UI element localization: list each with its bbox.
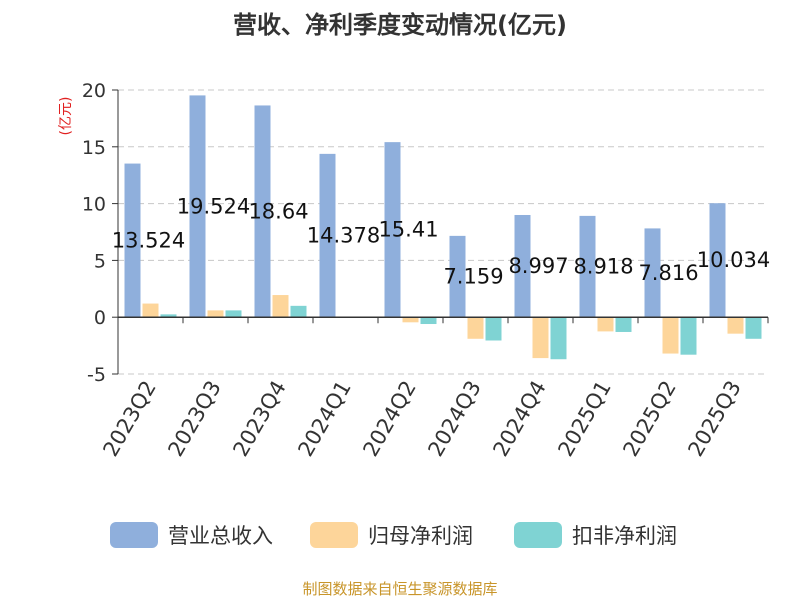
- legend-swatch-归母净利润: [310, 522, 358, 548]
- x-tick-label: 2025Q3: [683, 377, 745, 461]
- legend-label: 归母净利润: [368, 524, 473, 548]
- bar-营业总收入-2025Q1: [579, 215, 596, 318]
- data-label: 13.524: [112, 228, 185, 252]
- x-tick-label: 2025Q1: [553, 377, 615, 461]
- x-tick-label: 2023Q3: [163, 377, 225, 461]
- bar-营业总收入-2023Q2: [124, 163, 141, 318]
- data-label: 8.997: [508, 254, 568, 278]
- bars-layer: [124, 95, 762, 360]
- data-label: 7.159: [443, 265, 503, 289]
- bar-扣非净利润-2023Q2: [160, 314, 177, 318]
- bar-营业总收入-2023Q4: [254, 105, 271, 318]
- bar-归母净利润-2023Q2: [142, 303, 159, 318]
- bar-扣非净利润-2024Q4: [550, 317, 567, 360]
- bar-营业总收入-2024Q3: [449, 235, 466, 318]
- bar-营业总收入-2024Q1: [319, 153, 336, 318]
- bar-扣非净利润-2025Q3: [745, 317, 762, 339]
- bar-营业总收入-2025Q2: [644, 228, 661, 318]
- bar-归母净利润-2023Q4: [272, 295, 289, 318]
- bar-营业总收入-2024Q4: [514, 214, 531, 318]
- legend-label: 扣非净利润: [572, 524, 677, 548]
- bar-归母净利润-2023Q3: [207, 310, 224, 318]
- bar-归母净利润-2024Q2: [402, 317, 419, 323]
- legend: 营业总收入 归母净利润 扣非净利润: [110, 522, 677, 548]
- y-tick-label: 5: [94, 250, 106, 272]
- x-tick-label: 2024Q2: [358, 377, 420, 461]
- data-label: 7.816: [638, 261, 698, 285]
- bar-营业总收入-2023Q3: [189, 95, 206, 318]
- bar-归母净利润-2024Q3: [467, 317, 484, 339]
- bar-归母净利润-2025Q2: [662, 317, 679, 354]
- y-tick-label: 0: [94, 307, 106, 329]
- bar-归母净利润-2024Q4: [532, 317, 549, 359]
- chart-title: 营收、净利季度变动情况(亿元): [233, 11, 567, 39]
- legend-label: 营业总收入: [168, 524, 273, 548]
- bar-归母净利润-2025Q3: [727, 317, 744, 334]
- y-tick-label: 10: [82, 194, 106, 216]
- y-axis-label: (亿元): [58, 97, 74, 136]
- bar-扣非净利润-2023Q4: [290, 305, 307, 318]
- y-tick-label: -5: [87, 364, 106, 386]
- bar-扣非净利润-2025Q1: [615, 317, 632, 332]
- x-tick-label: 2024Q3: [423, 377, 485, 461]
- data-label: 8.918: [573, 255, 633, 279]
- y-tick-label: 20: [82, 80, 106, 102]
- data-label: 14.378: [307, 224, 380, 248]
- data-label: 10.034: [697, 248, 770, 272]
- data-label: 15.41: [378, 218, 438, 242]
- bar-扣非净利润-2024Q3: [485, 317, 502, 341]
- y-axis: -5 0 5 10 15 20: [82, 80, 119, 386]
- x-tick-label: 2024Q1: [293, 377, 355, 461]
- data-label: 19.524: [177, 194, 250, 218]
- x-tick-label: 2023Q4: [228, 377, 290, 461]
- bar-归母净利润-2025Q1: [597, 317, 614, 332]
- x-tick-label: 2024Q4: [488, 377, 550, 461]
- x-tick-label: 2025Q2: [618, 377, 680, 461]
- source-note: 制图数据来自恒生聚源数据库: [302, 580, 497, 598]
- legend-swatch-扣非净利润: [514, 522, 562, 548]
- legend-swatch-营业总收入: [110, 522, 158, 548]
- x-tick-label: 2023Q2: [98, 377, 160, 461]
- bar-营业总收入-2025Q3: [709, 203, 726, 318]
- data-label: 18.64: [248, 199, 308, 223]
- bar-扣非净利润-2024Q2: [420, 317, 437, 325]
- bar-扣非净利润-2023Q3: [225, 310, 242, 318]
- bar-营业总收入-2024Q2: [384, 142, 401, 318]
- y-tick-label: 15: [82, 137, 106, 159]
- bar-扣非净利润-2025Q2: [680, 317, 697, 355]
